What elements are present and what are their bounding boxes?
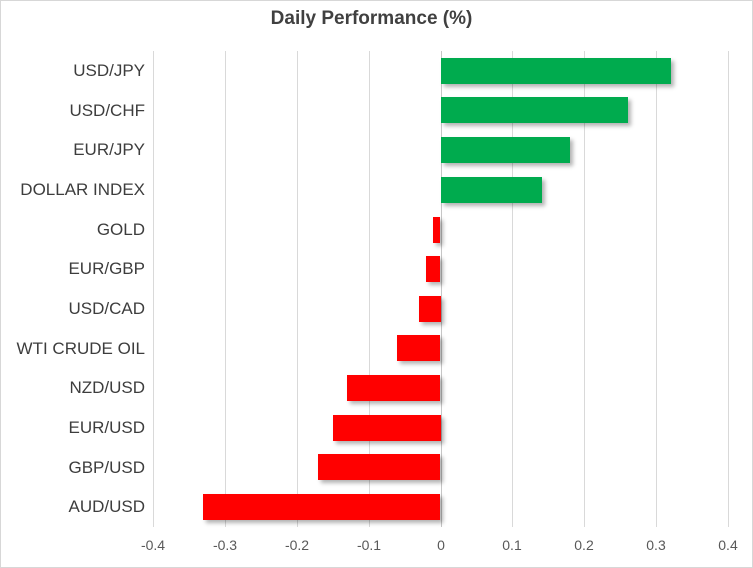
- x-tick-label: 0.4: [718, 537, 738, 553]
- bar: [347, 375, 440, 401]
- bar: [441, 97, 628, 123]
- category-label: DOLLAR INDEX: [20, 180, 145, 199]
- category-label: EUR/JPY: [73, 140, 145, 159]
- bar: [333, 415, 441, 441]
- gridline: [728, 51, 729, 527]
- category-label: USD/CAD: [68, 299, 145, 318]
- category-label: AUD/USD: [68, 497, 145, 516]
- bar: [433, 217, 440, 243]
- category-label: USD/JPY: [73, 61, 145, 80]
- x-tick-label: 0.1: [502, 537, 522, 553]
- gridline: [297, 51, 298, 527]
- x-tick-label: 0.2: [574, 537, 594, 553]
- x-tick-label: -0.4: [140, 537, 166, 553]
- bar: [441, 177, 542, 203]
- x-tick-label: -0.1: [356, 537, 382, 553]
- bar: [318, 454, 440, 480]
- x-tick-label: 0.3: [646, 537, 666, 553]
- gridline: [153, 51, 154, 527]
- category-label: GOLD: [96, 220, 145, 239]
- x-tick-label: -0.3: [212, 537, 238, 553]
- category-label: WTI CRUDE OIL: [16, 339, 145, 358]
- category-label: USD/CHF: [69, 101, 145, 120]
- bar: [441, 58, 671, 84]
- bar: [397, 335, 440, 361]
- bar: [419, 296, 441, 322]
- category-label: EUR/USD: [68, 418, 145, 437]
- gridline: [656, 51, 657, 527]
- category-label: NZD/USD: [69, 378, 145, 397]
- bar: [426, 256, 440, 282]
- bar: [203, 494, 440, 520]
- x-tick-label: -0.2: [284, 537, 310, 553]
- x-tick-label: 0: [437, 537, 445, 553]
- category-label: EUR/GBP: [68, 259, 145, 278]
- gridline: [369, 51, 370, 527]
- gridline: [225, 51, 226, 527]
- gridline: [512, 51, 513, 527]
- category-label: GBP/USD: [68, 458, 145, 477]
- bar: [441, 137, 570, 163]
- gridline: [584, 51, 585, 527]
- zero-axis-line: [441, 51, 442, 527]
- chart-title: Daily Performance (%): [270, 8, 473, 29]
